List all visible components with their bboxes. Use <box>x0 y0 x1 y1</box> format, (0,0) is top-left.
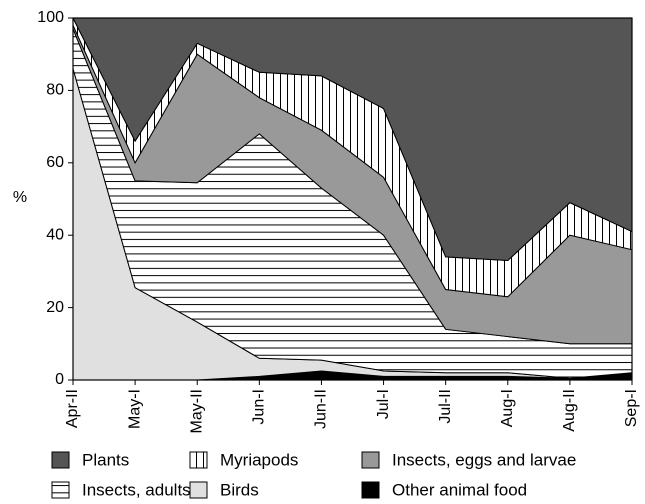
legend-text: Birds <box>220 480 259 499</box>
x-tick-label: May-II <box>188 389 205 433</box>
legend-swatch <box>361 451 380 469</box>
legend-text: Myriapods <box>220 450 298 469</box>
x-tick-label: Aug-II <box>561 389 578 432</box>
y-tick-label: 80 <box>46 82 64 99</box>
x-tick-label: Jun-I <box>251 389 268 425</box>
x-tick-label: Jul-II <box>437 389 454 424</box>
x-tick-label: Aug-I <box>499 389 516 427</box>
x-tick-label: Apr-II <box>64 389 81 428</box>
y-tick-label: 40 <box>46 226 64 243</box>
y-tick-label: 60 <box>46 154 64 171</box>
legend-swatch <box>361 481 380 499</box>
y-tick-label: 100 <box>37 9 64 26</box>
y-axis-label: % <box>13 189 27 206</box>
legend-text: Plants <box>82 450 129 469</box>
y-tick-label: 0 <box>55 371 64 388</box>
legend-text: Other animal food <box>392 480 527 499</box>
plot-frame <box>72 17 633 381</box>
legend-swatch <box>51 451 70 469</box>
legend-swatch <box>189 451 208 469</box>
x-tick-label: Jun-II <box>313 389 330 429</box>
y-tick-label: 20 <box>46 299 64 316</box>
x-tick-label: Sep-I <box>623 389 640 427</box>
x-tick-label: Jul-I <box>375 389 392 419</box>
legend-swatch <box>189 481 208 499</box>
legend-swatch <box>51 481 70 499</box>
legend-text: Insects, adults <box>82 480 191 499</box>
x-tick-label: May-I <box>126 389 143 429</box>
legend-text: Insects, eggs and larvae <box>392 450 576 469</box>
